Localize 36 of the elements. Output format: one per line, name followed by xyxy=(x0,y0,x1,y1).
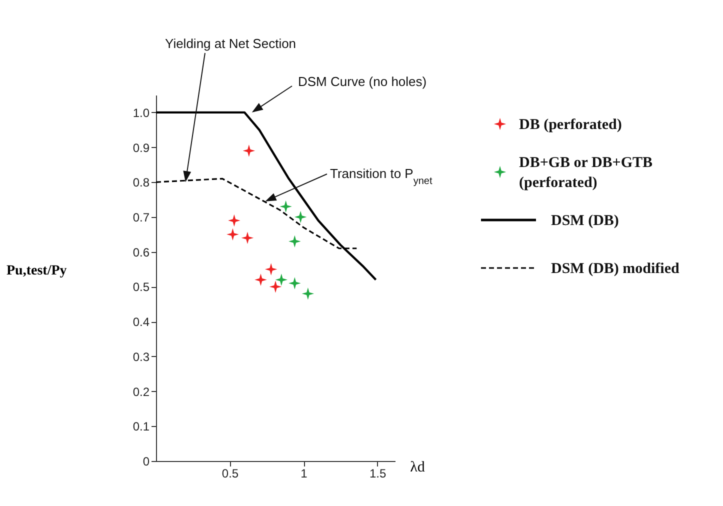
point xyxy=(280,200,292,213)
y-tick-label: 0.3 xyxy=(132,350,150,364)
point xyxy=(228,214,240,227)
legend-label: DSM (DB) modified xyxy=(551,261,680,277)
y-tick-label: 0.8 xyxy=(132,176,150,190)
point xyxy=(275,274,288,286)
point xyxy=(269,280,282,293)
x-tick-label: 1.5 xyxy=(369,466,386,480)
x-tick-label: 1 xyxy=(300,466,308,480)
point xyxy=(264,263,278,276)
x-axis-title: λd xyxy=(410,460,426,476)
annotation: Yielding at Net Section xyxy=(165,36,296,51)
point xyxy=(302,288,314,300)
y-tick-label: 1.0 xyxy=(132,106,150,120)
legend-label: DB+GB or DB+GTB (perforated) xyxy=(519,155,653,191)
y-tick-label: 0.4 xyxy=(132,315,150,330)
point xyxy=(288,235,301,248)
y-tick-label: 0 xyxy=(142,454,150,468)
legend-label: DB (perforated) xyxy=(519,117,622,133)
x-tick-label: 0.5 xyxy=(222,466,239,480)
legend-label: DSM (DB) xyxy=(551,213,619,229)
y-tick-label: 0.6 xyxy=(132,245,150,260)
annotation: DSM Curve (no holes) xyxy=(298,74,427,89)
y-tick-label: 0.2 xyxy=(132,384,150,399)
point xyxy=(254,274,267,286)
point xyxy=(242,144,256,157)
y-tick-label: 0.7 xyxy=(132,210,150,224)
point xyxy=(226,228,239,241)
point xyxy=(241,232,254,244)
point xyxy=(288,277,301,290)
y-axis-title: Pu,test/Py xyxy=(6,264,67,278)
annotation: Transition to P$_{ynet}$ xyxy=(330,166,432,186)
y-tick-label: 0.9 xyxy=(132,140,150,155)
y-tick-label: 0.5 xyxy=(132,280,150,294)
y-tick-label: 0.1 xyxy=(132,420,150,434)
point xyxy=(294,210,307,224)
